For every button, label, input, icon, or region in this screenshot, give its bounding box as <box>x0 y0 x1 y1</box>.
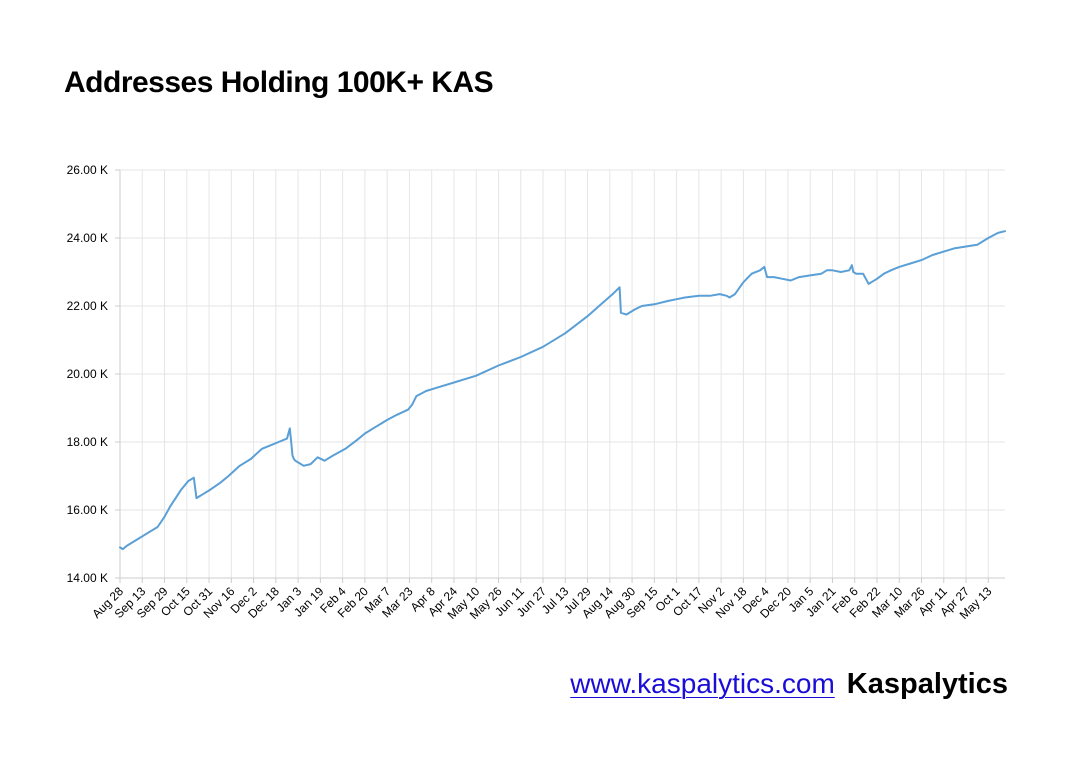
y-tick-label: 16.00 K <box>67 503 108 517</box>
website-link[interactable]: www.kaspalytics.com <box>570 668 835 699</box>
series-group <box>119 230 1006 551</box>
series-line <box>119 230 1006 551</box>
gridlines <box>119 169 1005 579</box>
y-tick-label: 24.00 K <box>67 231 108 245</box>
y-tick-label: 20.00 K <box>67 367 108 381</box>
y-tick-label: 26.00 K <box>67 163 108 177</box>
y-tick-label: 18.00 K <box>67 435 108 449</box>
y-tick-label: 22.00 K <box>67 299 108 313</box>
y-axis-ticks: 14.00 K 16.00 K 18.00 K 20.00 K 22.00 K 24.00… <box>67 163 120 585</box>
line-chart: 14.00 K 16.00 K 18.00 K 20.00 K 22.00 K 24.00… <box>67 163 1006 622</box>
footer: www.kaspalytics.com Kaspalytics <box>570 668 1008 701</box>
y-tick-label: 14.00 K <box>67 571 108 585</box>
chart-title: Addresses Holding 100K+ KAS <box>64 66 494 99</box>
brand-name: Kaspalytics <box>846 668 1008 700</box>
